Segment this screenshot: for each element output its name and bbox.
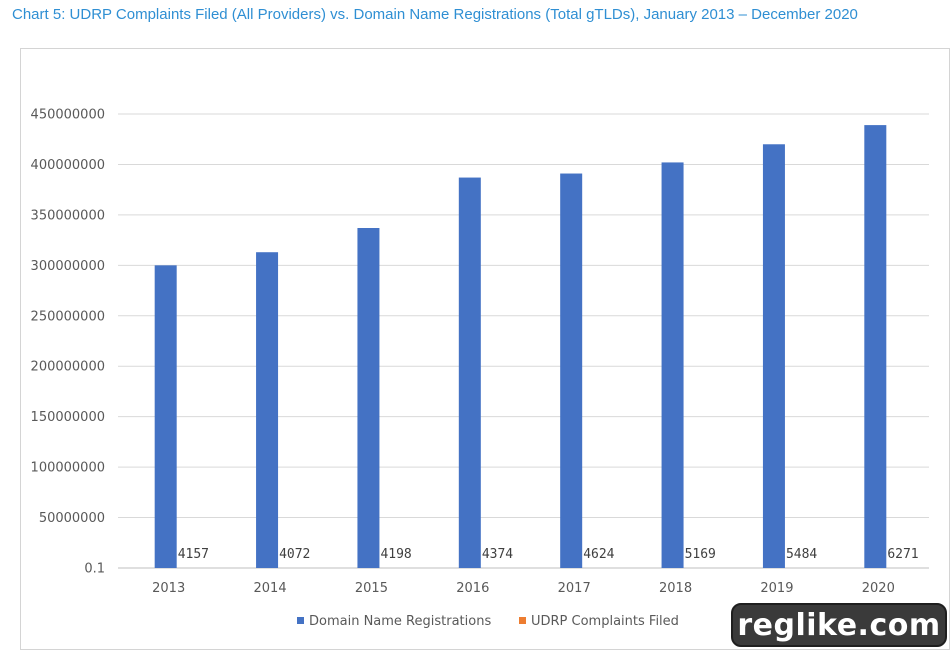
x-tick-label: 2020 (862, 581, 895, 596)
watermark-logo: reglike.com (731, 603, 947, 647)
x-tick-label: 2014 (254, 581, 287, 596)
bar-domain-registrations (864, 125, 887, 568)
x-tick-label: 2017 (558, 581, 591, 596)
bar-domain-registrations (357, 228, 380, 568)
x-tick-label: 2015 (355, 581, 388, 596)
y-tick-label: 100000000 (31, 461, 105, 476)
data-label-udrp: 4157 (178, 547, 209, 562)
y-tick-label: 150000000 (31, 410, 105, 425)
chart-title: Chart 5: UDRP Complaints Filed (All Prov… (12, 6, 858, 23)
y-tick-label: 0.1 (84, 562, 105, 577)
data-label-udrp: 4374 (482, 547, 513, 562)
x-tick-label: 2013 (152, 581, 185, 596)
data-label-udrp: 5169 (685, 547, 716, 562)
y-tick-label: 250000000 (31, 309, 105, 324)
data-label-udrp: 6271 (887, 547, 918, 562)
legend-label-complaints: UDRP Complaints Filed (531, 614, 679, 629)
y-tick-label: 300000000 (31, 259, 105, 274)
x-tick-label: 2016 (456, 581, 489, 596)
bar-domain-registrations (762, 144, 785, 568)
chart-svg: 0.1 50000000 100000000 150000000 200000000 25… (31, 108, 929, 629)
bar-domain-registrations (256, 252, 279, 568)
x-tick-label: 2018 (659, 581, 692, 596)
y-tick-label: 50000000 (39, 511, 105, 526)
legend-label-registrations: Domain Name Registrations (309, 614, 491, 629)
data-label-udrp: 4198 (380, 547, 411, 562)
legend-swatch-complaints (519, 617, 526, 624)
x-tick-label: 2019 (760, 581, 793, 596)
chart-area: 0.1 50000000 100000000 150000000 200000000 25… (20, 48, 950, 650)
data-label-udrp: 5484 (786, 547, 817, 562)
bar-domain-registrations (560, 173, 583, 568)
y-tick-label: 450000000 (31, 108, 105, 123)
data-label-udrp: 4072 (279, 547, 310, 562)
legend-swatch-registrations (297, 617, 304, 624)
y-tick-label: 400000000 (31, 158, 105, 173)
y-tick-label: 200000000 (31, 360, 105, 375)
data-label-udrp: 4624 (583, 547, 614, 562)
bar-domain-registrations (458, 177, 481, 568)
bar-domain-registrations (154, 265, 177, 568)
y-tick-label: 350000000 (31, 208, 105, 223)
bar-domain-registrations (661, 162, 684, 568)
